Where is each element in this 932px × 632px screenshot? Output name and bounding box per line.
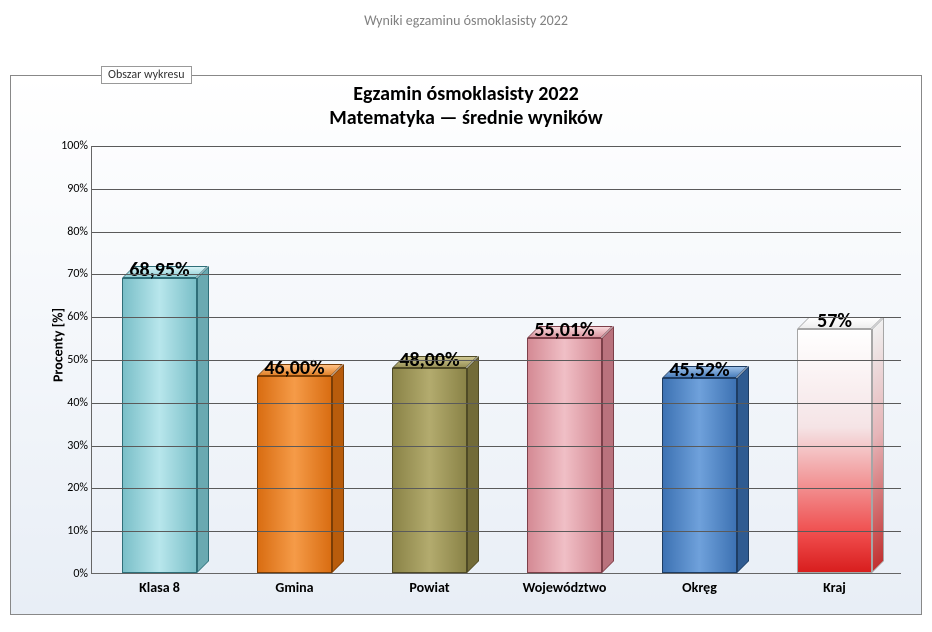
gridline [92,317,901,318]
bar-slot: 46,00%Gmina [227,145,362,573]
category-label: Klasa 8 [92,579,227,596]
category-label: Województwo [497,579,632,596]
bar-side-face [197,266,209,573]
bar [392,368,466,573]
y-tick-label: 100% [52,139,88,153]
gridline [92,189,901,190]
plot-region: 68,95%Klasa 846,00%Gmina48,00%Powiat55,0… [91,146,901,574]
bar-slot: 48,00%Powiat [362,145,497,573]
gridline [92,274,901,275]
chart-title-line2: Matematyka — średnie wyników [11,106,921,130]
bar-slot: 68,95%Klasa 8 [92,145,227,573]
category-label: Okręg [632,579,767,596]
bar-value-label: 45,52% [669,358,729,382]
bar-front-face [527,338,601,573]
bar [797,329,871,573]
bar-slot: 57%Kraj [767,145,902,573]
bar-front-face [797,329,871,573]
chart-area: Obszar wykresu Egzamin ósmoklasisty 2022… [10,75,922,615]
gridline [92,146,901,147]
bar-side-face [332,364,344,573]
bar-side-face [602,326,614,573]
y-tick-label: 30% [52,439,88,453]
bar-side-face [467,356,479,573]
y-tick-label: 70% [52,267,88,281]
y-tick-label: 0% [52,567,88,581]
bar-value-label: 55,01% [534,318,594,342]
gridline [92,446,901,447]
y-tick-label: 10% [52,524,88,538]
bar-slot: 45,52%Okręg [632,145,767,573]
y-tick-label: 50% [52,353,88,367]
y-tick-label: 40% [52,396,88,410]
bar-front-face [257,376,331,573]
chart-title-line1: Egzamin ósmoklasisty 2022 [11,82,921,106]
category-label: Powiat [362,579,497,596]
category-label: Kraj [767,579,902,596]
bar-value-label: 68,95% [129,258,189,282]
y-tick-label: 90% [52,182,88,196]
gridline [92,488,901,489]
bar [257,376,331,573]
gridline [92,531,901,532]
bar-value-label: 57% [817,309,852,333]
bar [122,278,196,573]
bar-front-face [122,278,196,573]
gridline [92,232,901,233]
gridline [92,403,901,404]
chart-titles: Egzamin ósmoklasisty 2022 Matematyka — ś… [11,82,921,130]
y-tick-label: 80% [52,225,88,239]
category-label: Gmina [227,579,362,596]
bar [527,338,601,573]
bar [662,378,736,573]
bar-side-face [737,366,749,573]
bar-front-face [392,368,466,573]
y-tick-label: 20% [52,481,88,495]
gridline [92,360,901,361]
bar-slot: 55,01%Województwo [497,145,632,573]
bar-front-face [662,378,736,573]
y-tick-label: 60% [52,310,88,324]
page-header: Wyniki egzaminu ósmoklasisty 2022 [0,0,932,35]
